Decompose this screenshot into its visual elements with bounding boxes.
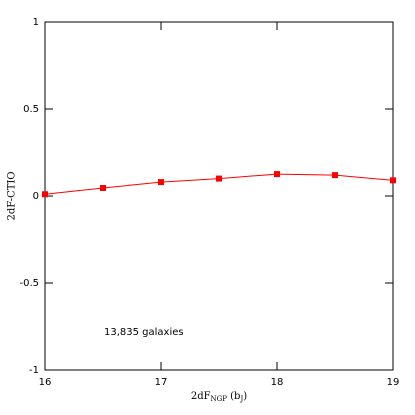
x-tick-label: 19 <box>387 377 400 388</box>
y-tick-label: -0.5 <box>19 278 39 289</box>
marker <box>274 171 280 178</box>
annotation: 13,835 galaxies <box>104 327 184 338</box>
x-label-part: ) <box>243 391 247 402</box>
plot-frame <box>44 21 394 371</box>
marker <box>100 184 106 191</box>
marker <box>158 179 164 186</box>
x-label-part: (b <box>227 391 240 402</box>
x-tick-label: 18 <box>271 377 284 388</box>
marker <box>390 177 396 184</box>
x-label-subscript: J <box>239 395 243 403</box>
x-tick-label: 17 <box>155 377 168 388</box>
x-label-part: 2dF <box>191 391 211 402</box>
marker <box>42 191 48 198</box>
x-axis-label: 2dFNGP (bJ) <box>191 391 247 404</box>
marker <box>216 175 222 182</box>
y-axis-label: 2dF-CTIO <box>7 171 18 220</box>
x-label-subscript: NGP <box>211 395 228 403</box>
y-tick-label: 0 <box>33 191 39 202</box>
y-tick-label: 0.5 <box>23 104 39 115</box>
x-tick-label: 16 <box>39 377 52 388</box>
marker <box>332 172 338 179</box>
y-tick-label: -1 <box>29 365 39 376</box>
y-tick-label: 1 <box>33 17 39 28</box>
